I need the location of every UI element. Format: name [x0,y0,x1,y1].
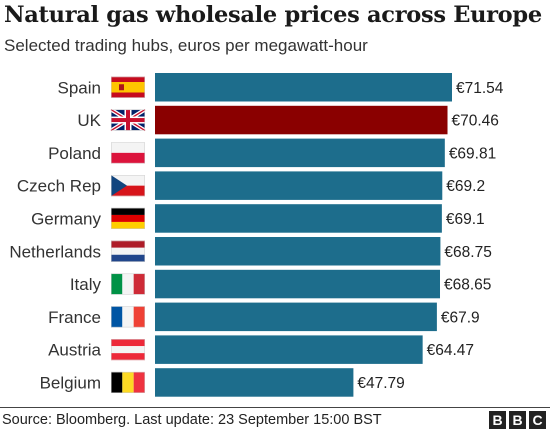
footer-divider [0,407,550,408]
category-label-austria: Austria [48,341,101,360]
bbc-logo-letter-3: C [529,411,546,429]
italy-flag [111,273,145,295]
chart-title: Natural gas wholesale prices across Euro… [4,2,542,28]
category-label-belgium: Belgium [40,373,101,392]
bar-uk [155,105,448,135]
poland-flag [111,142,145,164]
value-label-france: €67.9 [441,309,480,326]
category-label-france: France [48,308,101,327]
austria-flag [111,339,145,361]
category-label-spain: Spain [58,78,101,97]
value-label-czech-rep: €69.2 [446,178,485,195]
source-note: Source: Bloomberg. Last update: 23 Septe… [2,412,382,428]
chart-subtitle: Selected trading hubs, euros per megawat… [4,36,368,55]
bbc-logo-letter-1: B [489,411,506,429]
bbc-logo-letter-2: B [509,411,526,429]
bar-netherlands [155,237,441,266]
value-label-belgium: €47.79 [357,375,404,392]
value-label-italy: €68.65 [444,277,491,294]
category-label-germany: Germany [31,209,101,228]
category-label-poland: Poland [48,144,101,163]
value-label-poland: €69.81 [449,145,496,162]
bar-poland [155,138,445,168]
category-label-uk: UK [77,111,101,130]
bar-spain [155,73,452,102]
bar-chart: Spain €71.54 UK €70.46 Poland €69.81 Czech Rep… [9,73,504,397]
value-label-uk: €70.46 [452,113,499,130]
bar-czech-rep [155,171,443,200]
value-label-netherlands: €68.75 [444,244,491,261]
bar-austria [155,335,423,364]
france-flag [111,306,145,328]
czech-flag [111,175,145,197]
category-label-czech-rep: Czech Rep [17,177,101,196]
value-label-spain: €71.54 [456,80,504,97]
bar-germany [155,204,442,233]
bar-italy [155,269,441,299]
bbc-logo: B B C [489,411,546,429]
bar-france [155,302,437,332]
spain-flag [111,76,145,98]
belgium-flag [111,371,145,393]
category-label-netherlands: Netherlands [9,242,101,261]
netherlands-flag [111,240,145,262]
bar-belgium [155,368,354,397]
value-label-austria: €64.47 [427,342,474,359]
germany-flag [111,207,145,229]
category-label-italy: Italy [70,275,102,294]
value-label-germany: €69.1 [446,211,485,228]
uk-flag [109,107,147,133]
